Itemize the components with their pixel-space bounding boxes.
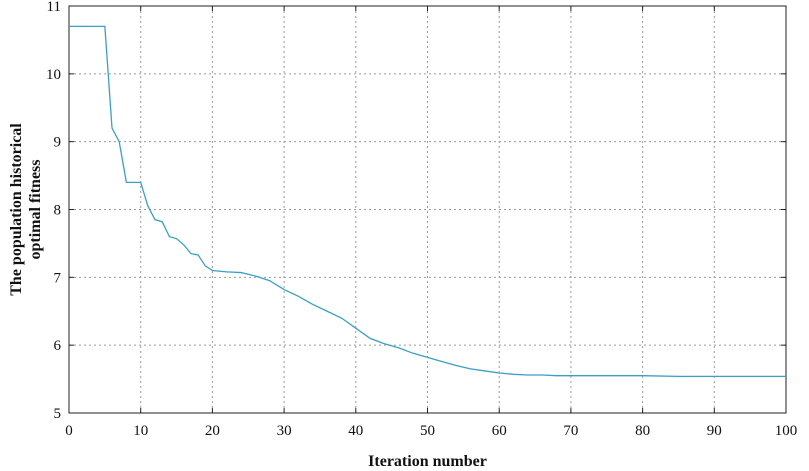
x-tick-label: 90 <box>707 423 722 439</box>
x-tick-label: 80 <box>635 423 650 439</box>
x-tick-label: 70 <box>563 423 578 439</box>
y-tick-label: 9 <box>54 135 62 151</box>
x-tick-label: 20 <box>205 423 220 439</box>
y-tick-label: 10 <box>46 67 61 83</box>
y-tick-label: 6 <box>54 338 62 354</box>
y-axis-title-line-2: optimal fitness <box>27 160 44 260</box>
x-tick-label: 0 <box>65 423 73 439</box>
x-tick-label: 40 <box>348 423 363 439</box>
y-tick-label: 5 <box>54 406 62 422</box>
x-tick-label: 10 <box>133 423 148 439</box>
x-tick-label: 100 <box>775 423 798 439</box>
x-tick-label: 50 <box>420 423 435 439</box>
fitness-series-line <box>69 25 786 378</box>
y-tick-label: 11 <box>47 0 61 15</box>
y-tick-label: 8 <box>54 203 62 219</box>
y-axis-title-line-1: The population historical <box>8 123 25 296</box>
x-tick-label: 30 <box>277 423 292 439</box>
x-tick-label: 60 <box>492 423 507 439</box>
y-tick-label: 7 <box>54 270 62 286</box>
grid <box>69 6 786 413</box>
axis-ticks: 0 10 20 30 40 50 60 70 80 90 100 5 6 7 8 9 10 11 <box>46 0 797 439</box>
x-axis-title: Iteration number <box>368 453 487 470</box>
